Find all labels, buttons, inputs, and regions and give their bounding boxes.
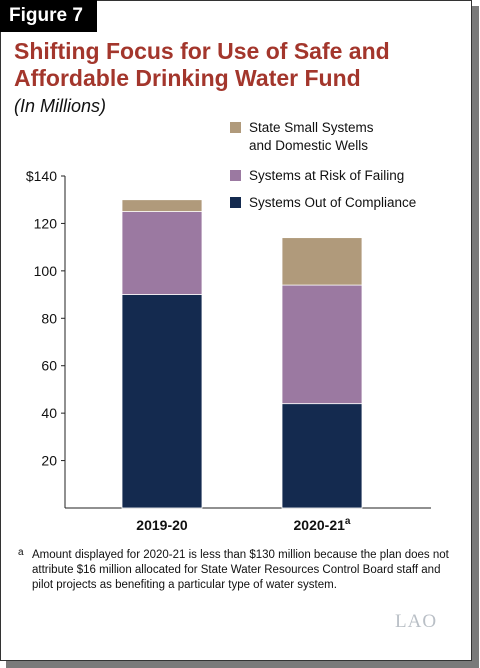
figure-label: Figure 7 — [0, 0, 97, 32]
frame-shadow-right — [472, 6, 479, 667]
footnote-text: Amount displayed for 2020-21 is less tha… — [32, 549, 449, 591]
footnote: a Amount displayed for 2020-21 is less t… — [18, 547, 458, 593]
title-line-2: Affordable Drinking Water Fund — [14, 65, 361, 91]
legend-label: Systems Out of Compliance — [249, 195, 416, 210]
y-tick-label: 40 — [41, 405, 57, 421]
legend-swatch — [230, 197, 241, 208]
chart-subtitle: (In Millions) — [14, 96, 107, 116]
bar-segment — [281, 237, 363, 286]
frame-shadow-bottom — [6, 661, 479, 668]
x-tick-label: 2019-20 — [136, 517, 188, 533]
lao-logo: LAO — [395, 611, 438, 632]
x-tick-superscript: a — [345, 516, 351, 527]
y-tick-label: 80 — [41, 310, 57, 326]
y-tick-label: 100 — [34, 263, 58, 279]
y-tick-label: 60 — [41, 358, 57, 374]
y-tick-label: $140 — [26, 168, 57, 184]
title-line-1: Shifting Focus for Use of Safe and — [14, 38, 390, 64]
legend-swatch — [230, 122, 241, 133]
y-tick-label: 20 — [41, 453, 57, 469]
legend-label: and Domestic Wells — [249, 138, 368, 153]
legend-label: Systems at Risk of Failing — [249, 168, 404, 183]
x-tick-label: 2020-21a — [294, 516, 351, 533]
bar-segment — [281, 284, 363, 405]
bar-segment — [121, 199, 203, 212]
bar-segment — [121, 211, 203, 295]
figure-frame — [0, 0, 472, 661]
legend-label: State Small Systems — [249, 120, 374, 135]
bar-segment — [281, 403, 363, 509]
footnote-marker: a — [18, 547, 24, 558]
legend-swatch — [230, 170, 241, 181]
y-tick-label: 120 — [34, 215, 58, 231]
bar-segment — [121, 294, 203, 509]
chart-title: Shifting Focus for Use of Safe and Affor… — [14, 38, 464, 92]
